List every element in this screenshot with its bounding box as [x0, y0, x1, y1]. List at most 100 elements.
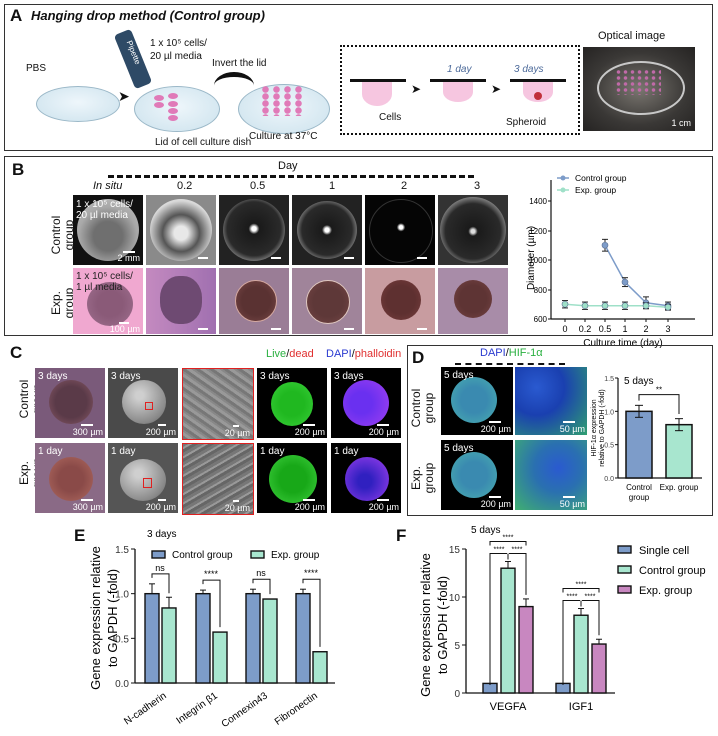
svg-text:800: 800: [534, 286, 548, 295]
cells-label: Cells: [379, 112, 402, 123]
col-header-0.5: 0.5: [250, 180, 266, 192]
svg-text:Control group: Control group: [575, 173, 627, 183]
c-exp-sem-zoom: 20 µm: [182, 443, 254, 515]
drop: [168, 101, 178, 107]
control-day2-image: [365, 195, 435, 265]
svg-text:Culture time (day): Culture time (day): [583, 338, 662, 349]
col-header-3: 3: [474, 180, 481, 192]
stain-dapi-phalloidin: DAPI/phalloidin: [326, 348, 402, 360]
svg-text:****: ****: [304, 568, 319, 578]
svg-text:to GAPDH (-fold): to GAPDH (-fold): [105, 569, 120, 667]
c-control-sem: 3 days 200 µm: [108, 368, 178, 438]
inverted-dish: [238, 84, 330, 134]
stain-hif: HIF-1α: [508, 347, 543, 359]
control-day0.5-image: [219, 195, 289, 265]
svg-text:Diameter (µm): Diameter (µm): [526, 226, 537, 290]
optical-scale: 1 cm: [671, 118, 691, 128]
d-exp-zoom: 50 µm: [515, 440, 587, 510]
lid-label: Lid of cell culture dish: [155, 137, 252, 148]
svg-text:5: 5: [454, 641, 460, 652]
panel-b-label: B: [12, 160, 25, 179]
d-dashed-line: [455, 363, 565, 365]
stage-lid: [430, 79, 486, 82]
stain-live-dead: Live/dead: [266, 348, 314, 360]
panel-b-frame: [4, 156, 713, 336]
svg-text:600: 600: [534, 315, 548, 324]
svg-text:2: 2: [643, 324, 648, 334]
svg-text:1000: 1000: [529, 256, 547, 265]
control-insitu-image: 1 x 10⁵ cells/ 20 µl media 2 mm: [73, 195, 143, 265]
svg-text:15: 15: [449, 545, 461, 556]
exp-day0.2-image: [146, 268, 216, 334]
svg-text:****: ****: [204, 569, 219, 579]
c-control-dapi-phalloidin: 3 days 200 µm: [331, 368, 401, 438]
svg-text:1.0: 1.0: [604, 409, 614, 416]
svg-text:1200: 1200: [529, 227, 547, 236]
panel-e-label: E: [74, 526, 86, 545]
panel-f-label: F: [396, 526, 407, 545]
svg-text:0.5: 0.5: [115, 634, 129, 645]
stain-dapi: DAPI: [326, 348, 352, 360]
panel-d-label: D: [412, 348, 425, 367]
svg-text:Control group: Control group: [639, 565, 706, 577]
drop: [154, 95, 164, 101]
panel-d-frame: [407, 345, 713, 516]
c-control-sem-zoom: 20 µm: [182, 368, 254, 440]
svg-text:Exp. group: Exp. group: [575, 185, 616, 195]
svg-text:****: ****: [585, 594, 596, 601]
svg-text:Gene expression relative: Gene expression relative: [418, 553, 433, 697]
svg-text:10: 10: [449, 593, 461, 604]
stage-drop: [443, 82, 473, 102]
spheroid-dot: [534, 92, 542, 100]
svg-text:****: ****: [494, 546, 505, 553]
drop-grid: [260, 86, 304, 116]
svg-text:Control group: Control group: [172, 550, 233, 561]
gene-expression-chart-f: 5 days 0 5 10 15 Gene expression relative to G…: [418, 525, 706, 713]
day-header: Day: [278, 160, 298, 172]
svg-text:0.2: 0.2: [579, 324, 592, 334]
svg-text:group: group: [629, 493, 650, 502]
svg-text:Exp. group: Exp. group: [639, 585, 692, 597]
cells-note-1: 1 x 10⁵ cells/: [150, 38, 207, 49]
stage-drop: [362, 82, 392, 106]
stain-dead: dead: [289, 348, 314, 360]
col-header-0.2: 0.2: [177, 180, 193, 192]
svg-text:ns: ns: [155, 563, 165, 573]
svg-text:Connexin43: Connexin43: [220, 690, 270, 730]
stain-phalloidin: phalloidin: [354, 348, 402, 360]
svg-text:Control: Control: [626, 483, 652, 492]
svg-text:Gene expression relative: Gene expression relative: [88, 546, 103, 690]
c-exp-optical: 1 day 300 µm: [35, 443, 105, 513]
svg-text:1.5: 1.5: [604, 376, 614, 383]
svg-text:0.5: 0.5: [599, 324, 612, 334]
arrow-icon: ➤: [491, 82, 502, 96]
drop: [168, 93, 178, 99]
svg-text:Exp. group: Exp. group: [271, 550, 320, 561]
d-control-zoom: 50 µm: [515, 367, 587, 435]
col-header-insitu: In situ: [93, 180, 123, 192]
stage-day1: 1 day: [447, 64, 472, 75]
svg-text:1.5: 1.5: [115, 545, 129, 556]
stage-lid: [350, 79, 406, 82]
col-header-2: 2: [401, 180, 408, 192]
control-day0.2-image: [146, 195, 216, 265]
svg-text:to GAPDH (-fold): to GAPDH (-fold): [435, 576, 450, 674]
svg-text:0.5: 0.5: [604, 443, 614, 450]
panel-a-frame: [4, 4, 713, 151]
c-control-optical: 3 days 300 µm: [35, 368, 105, 438]
svg-text:0.0: 0.0: [604, 476, 614, 483]
svg-text:1400: 1400: [529, 197, 547, 206]
arrow-icon: ➤: [118, 88, 130, 104]
svg-text:3 days: 3 days: [147, 529, 176, 540]
panel-a-label: A: [10, 6, 23, 25]
svg-text:ns: ns: [256, 568, 266, 578]
control-day1-image: [292, 195, 362, 265]
exp-insitu-image: 1 x 10⁵ cells/ 1 µl media 100 µm: [73, 268, 143, 334]
svg-text:Integrin β1: Integrin β1: [175, 690, 221, 726]
hif-chart: 0.0 0.5 1.0 1.5 5 days HIF-1α expression relat…: [591, 376, 702, 502]
stain-dapi-hif: DAPI/HIF-1α: [480, 347, 543, 359]
c-control-livedead: 3 days 200 µm: [257, 368, 327, 438]
zoom-box: [340, 45, 580, 135]
stain-live: Live: [266, 348, 287, 360]
invert-label: Invert the lid: [212, 58, 267, 69]
